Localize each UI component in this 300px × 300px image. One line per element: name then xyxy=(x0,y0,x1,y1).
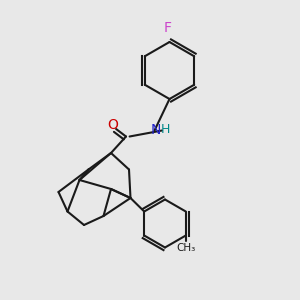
Text: N: N xyxy=(151,123,161,137)
Text: F: F xyxy=(164,20,172,34)
Text: CH₃: CH₃ xyxy=(176,243,195,253)
Text: H: H xyxy=(161,123,171,136)
Text: O: O xyxy=(107,118,118,132)
